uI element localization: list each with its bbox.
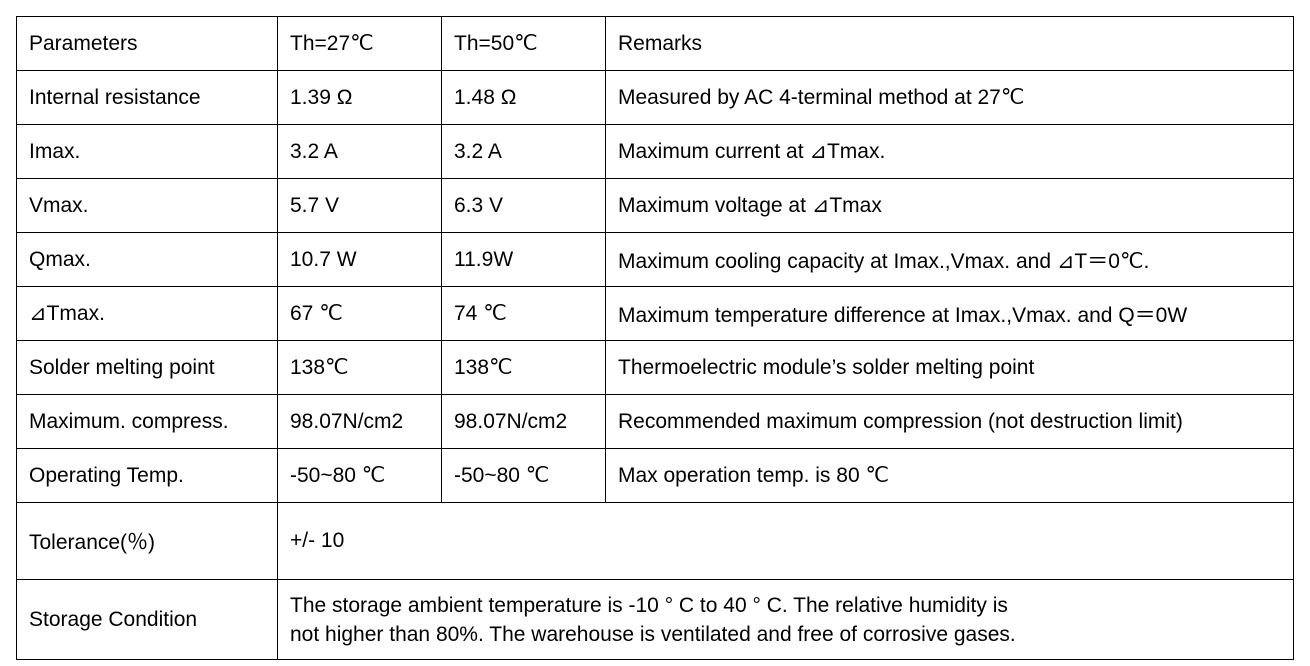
table-cell: 67 ℃ bbox=[277, 286, 442, 341]
table-row: Tolerance(％) +/- 10 bbox=[16, 502, 1294, 580]
table-row: Internal resistance 1.39 Ω 1.48 Ω Measured … bbox=[16, 70, 1294, 125]
table-row: Solder melting point 138℃ 138℃ Thermoelectr… bbox=[16, 340, 1294, 395]
table-cell: Qmax. bbox=[16, 232, 278, 287]
value-cell: +/- 10 bbox=[277, 502, 1294, 580]
label-cell: Storage Condition bbox=[16, 579, 278, 660]
table-cell: 3.2 A bbox=[441, 124, 606, 179]
spec-table: Parameters Th=27℃ Th=50℃ Remarks Internal re… bbox=[16, 16, 1294, 660]
table-cell: Measured by AC 4-terminal method at 27℃ bbox=[605, 70, 1294, 125]
table-cell: Maximum current at ⊿Tmax. bbox=[605, 124, 1294, 179]
table-cell: 1.48 Ω bbox=[441, 70, 606, 125]
table-row: Imax. 3.2 A 3.2 A Maximum current at ⊿Tmax. bbox=[16, 124, 1294, 179]
table-row: Vmax. 5.7 V 6.3 V Maximum voltage at ⊿Tmax bbox=[16, 178, 1294, 233]
label-cell: Tolerance(％) bbox=[16, 502, 278, 580]
header-cell: Th=27℃ bbox=[277, 16, 442, 71]
table-cell: 6.3 V bbox=[441, 178, 606, 233]
text-line: not higher than 80%. The warehouse is ve… bbox=[290, 622, 1016, 646]
table-cell: Thermoelectric module’s solder melting p… bbox=[605, 340, 1294, 395]
table-row: Parameters Th=27℃ Th=50℃ Remarks bbox=[16, 16, 1294, 71]
table-cell: -50~80 ℃ bbox=[277, 448, 442, 503]
table-cell: Vmax. bbox=[16, 178, 278, 233]
table-cell: ⊿Tmax. bbox=[16, 286, 278, 341]
table-cell: 98.07N/cm2 bbox=[277, 394, 442, 449]
table-cell: 11.9W bbox=[441, 232, 606, 287]
table-cell: 98.07N/cm2 bbox=[441, 394, 606, 449]
table-row: ⊿Tmax. 67 ℃ 74 ℃ Maximum temperature differ… bbox=[16, 286, 1294, 341]
header-cell: Parameters bbox=[16, 16, 278, 71]
table-cell: Imax. bbox=[16, 124, 278, 179]
table-cell: Operating Temp. bbox=[16, 448, 278, 503]
header-cell: Th=50℃ bbox=[441, 16, 606, 71]
table-cell: Solder melting point bbox=[16, 340, 278, 395]
table-cell: Recommended maximum compression (not des… bbox=[605, 394, 1294, 449]
text-line: The storage ambient temperature is -10 °… bbox=[290, 593, 1008, 617]
table-row: Maximum. compress. 98.07N/cm2 98.07N/cm2 Re… bbox=[16, 394, 1294, 449]
table-row: Operating Temp. -50~80 ℃ -50~80 ℃ Max opera… bbox=[16, 448, 1294, 503]
table-cell: Maximum voltage at ⊿Tmax bbox=[605, 178, 1294, 233]
table-cell: Maximum cooling capacity at Imax.,Vmax. … bbox=[605, 232, 1294, 287]
table-cell: Max operation temp. is 80 ℃ bbox=[605, 448, 1294, 503]
table-cell: 1.39 Ω bbox=[277, 70, 442, 125]
value-cell: The storage ambient temperature is -10 °… bbox=[277, 579, 1294, 660]
table-cell: Internal resistance bbox=[16, 70, 278, 125]
table-cell: Maximum temperature difference at Imax.,… bbox=[605, 286, 1294, 341]
table-cell: -50~80 ℃ bbox=[441, 448, 606, 503]
table-cell: Maximum. compress. bbox=[16, 394, 278, 449]
table-cell: 138℃ bbox=[277, 340, 442, 395]
header-cell: Remarks bbox=[605, 16, 1294, 71]
table-cell: 74 ℃ bbox=[441, 286, 606, 341]
table-cell: 5.7 V bbox=[277, 178, 442, 233]
table-row: Qmax. 10.7 W 11.9W Maximum cooling capacity… bbox=[16, 232, 1294, 287]
table-cell: 10.7 W bbox=[277, 232, 442, 287]
table-cell: 3.2 A bbox=[277, 124, 442, 179]
table-cell: 138℃ bbox=[441, 340, 606, 395]
table-row: Storage Condition The storage ambient tem… bbox=[16, 579, 1294, 660]
